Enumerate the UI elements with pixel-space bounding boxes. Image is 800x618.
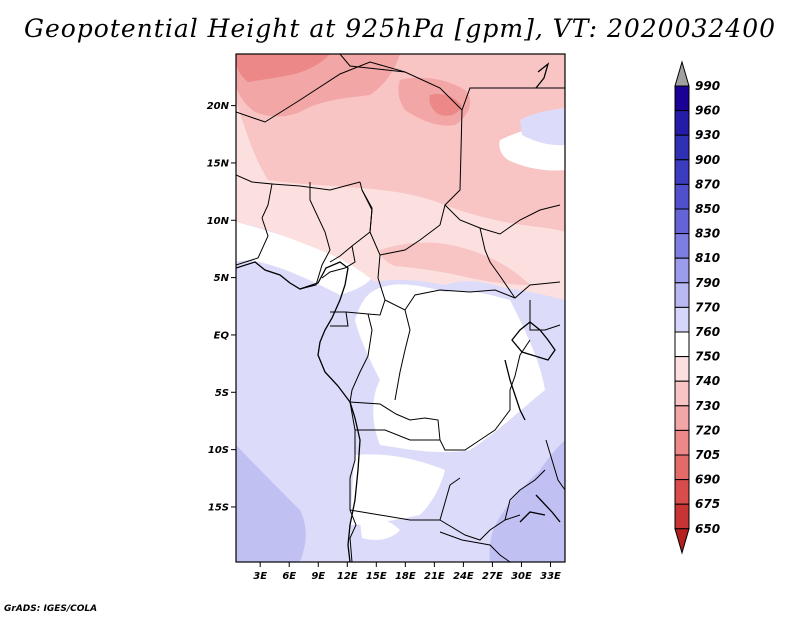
colorbar-level-label: 960 — [695, 104, 720, 118]
lon-tick-label: 27E — [482, 571, 503, 582]
colorbar-swatch — [674, 331, 690, 358]
colorbar-level-label: 760 — [695, 325, 720, 339]
lon-tick-label: 33E — [540, 571, 561, 582]
colorbar-level-label: 705 — [695, 448, 720, 462]
colorbar-swatch — [674, 208, 690, 235]
colorbar-level-label: 770 — [695, 300, 720, 314]
colorbar-level-label: 690 — [695, 473, 720, 487]
colorbar-swatch — [674, 233, 690, 259]
longitude-axis: 3E 6E 9E 12E 15E 18E 21E 24E 27E 30E 33E — [253, 562, 561, 582]
contour-760-770-d — [236, 222, 375, 295]
lat-tick-label: 10S — [208, 445, 229, 456]
colorbar-swatch — [674, 257, 690, 284]
colorbar-below-min-triangle — [674, 528, 690, 555]
colorbar-level-label: 990 — [695, 79, 720, 93]
colorbar-swatch — [674, 85, 690, 112]
colorbar-level-label: 675 — [695, 497, 720, 511]
colorbar-level-label: 870 — [695, 177, 720, 191]
grads-credit: GrADS: IGES/COLA — [4, 604, 98, 614]
lon-tick-label: 24E — [453, 571, 474, 582]
contour-720-730 — [236, 54, 330, 82]
colorbar-level-label: 830 — [695, 227, 720, 241]
lat-tick-label: 15N — [207, 158, 230, 169]
colorbar-swatch — [674, 183, 690, 210]
colorbar-swatch — [674, 134, 690, 161]
colorbar-level-label: 930 — [695, 128, 720, 142]
lon-tick-label: 9E — [311, 571, 325, 582]
colorbar-level-label: 720 — [695, 423, 720, 437]
colorbar-level-label: 900 — [695, 153, 720, 167]
contour-760-770-c — [360, 518, 400, 540]
lat-tick-label: EQ — [214, 330, 230, 341]
colorbar-level-label: 730 — [695, 399, 720, 413]
lon-tick-label: 30E — [511, 571, 532, 582]
latitude-axis: 20N 15N 10N 5N EQ 5S 10S 15S — [207, 101, 236, 513]
colorbar-level-label: 750 — [695, 350, 720, 364]
colorbar-swatch — [674, 356, 690, 382]
colorbar-level-label: 740 — [695, 374, 720, 388]
lat-tick-label: 15S — [208, 502, 229, 513]
coastlines — [236, 62, 561, 562]
contour-790-810-sw — [236, 445, 306, 562]
country-borders — [236, 54, 565, 562]
colorbar-swatch — [674, 306, 690, 333]
lon-tick-label: 15E — [366, 571, 387, 582]
colorbar-swatch — [674, 380, 690, 407]
colorbar-swatch — [674, 429, 690, 456]
colorbar-swatch — [674, 479, 690, 505]
lat-tick-label: 10N — [207, 216, 230, 227]
contour-790-810-se — [489, 440, 565, 562]
contour-770-790-ne — [520, 108, 565, 146]
map-frame — [235, 53, 566, 563]
colorbar-swatch — [674, 282, 690, 308]
colorbar-swatch — [674, 405, 690, 431]
colorbar-level-label: 650 — [695, 522, 720, 536]
lat-tick-label: 20N — [207, 101, 230, 112]
lat-tick-label: 5N — [214, 273, 230, 284]
lon-tick-label: 6E — [282, 571, 296, 582]
lon-tick-label: 12E — [337, 571, 358, 582]
chart-title: Geopotential Height at 925hPa [gpm], VT:… — [23, 14, 777, 43]
lon-tick-label: 3E — [253, 571, 267, 582]
colorbar-level-label: 790 — [695, 276, 720, 290]
lon-tick-label: 21E — [424, 571, 445, 582]
lat-tick-label: 5S — [215, 388, 229, 399]
colorbar-swatch — [674, 159, 690, 185]
colorbar-above-max-triangle — [674, 60, 690, 87]
colorbar-level-label: 810 — [695, 251, 720, 265]
colorbar-level-label: 850 — [695, 202, 720, 216]
contour-740-750-b — [380, 242, 530, 285]
colorbar-swatch — [674, 110, 690, 136]
contour-720-730-b — [429, 94, 462, 116]
lon-tick-label: 18E — [395, 571, 416, 582]
contour-760-770 — [355, 284, 545, 453]
geopotential-map: 20N 15N 10N 5N EQ 5S 10S 15S 3E 6E 9E 12E 15E 18E 21E… — [207, 53, 720, 582]
colorbar-swatch — [674, 454, 690, 481]
contour-760-770-b — [350, 454, 445, 525]
colorbar: 990 960 930 900 870 850 830 810 790 770 760 750 740 7… — [674, 60, 720, 555]
colorbar-swatch — [674, 503, 690, 530]
